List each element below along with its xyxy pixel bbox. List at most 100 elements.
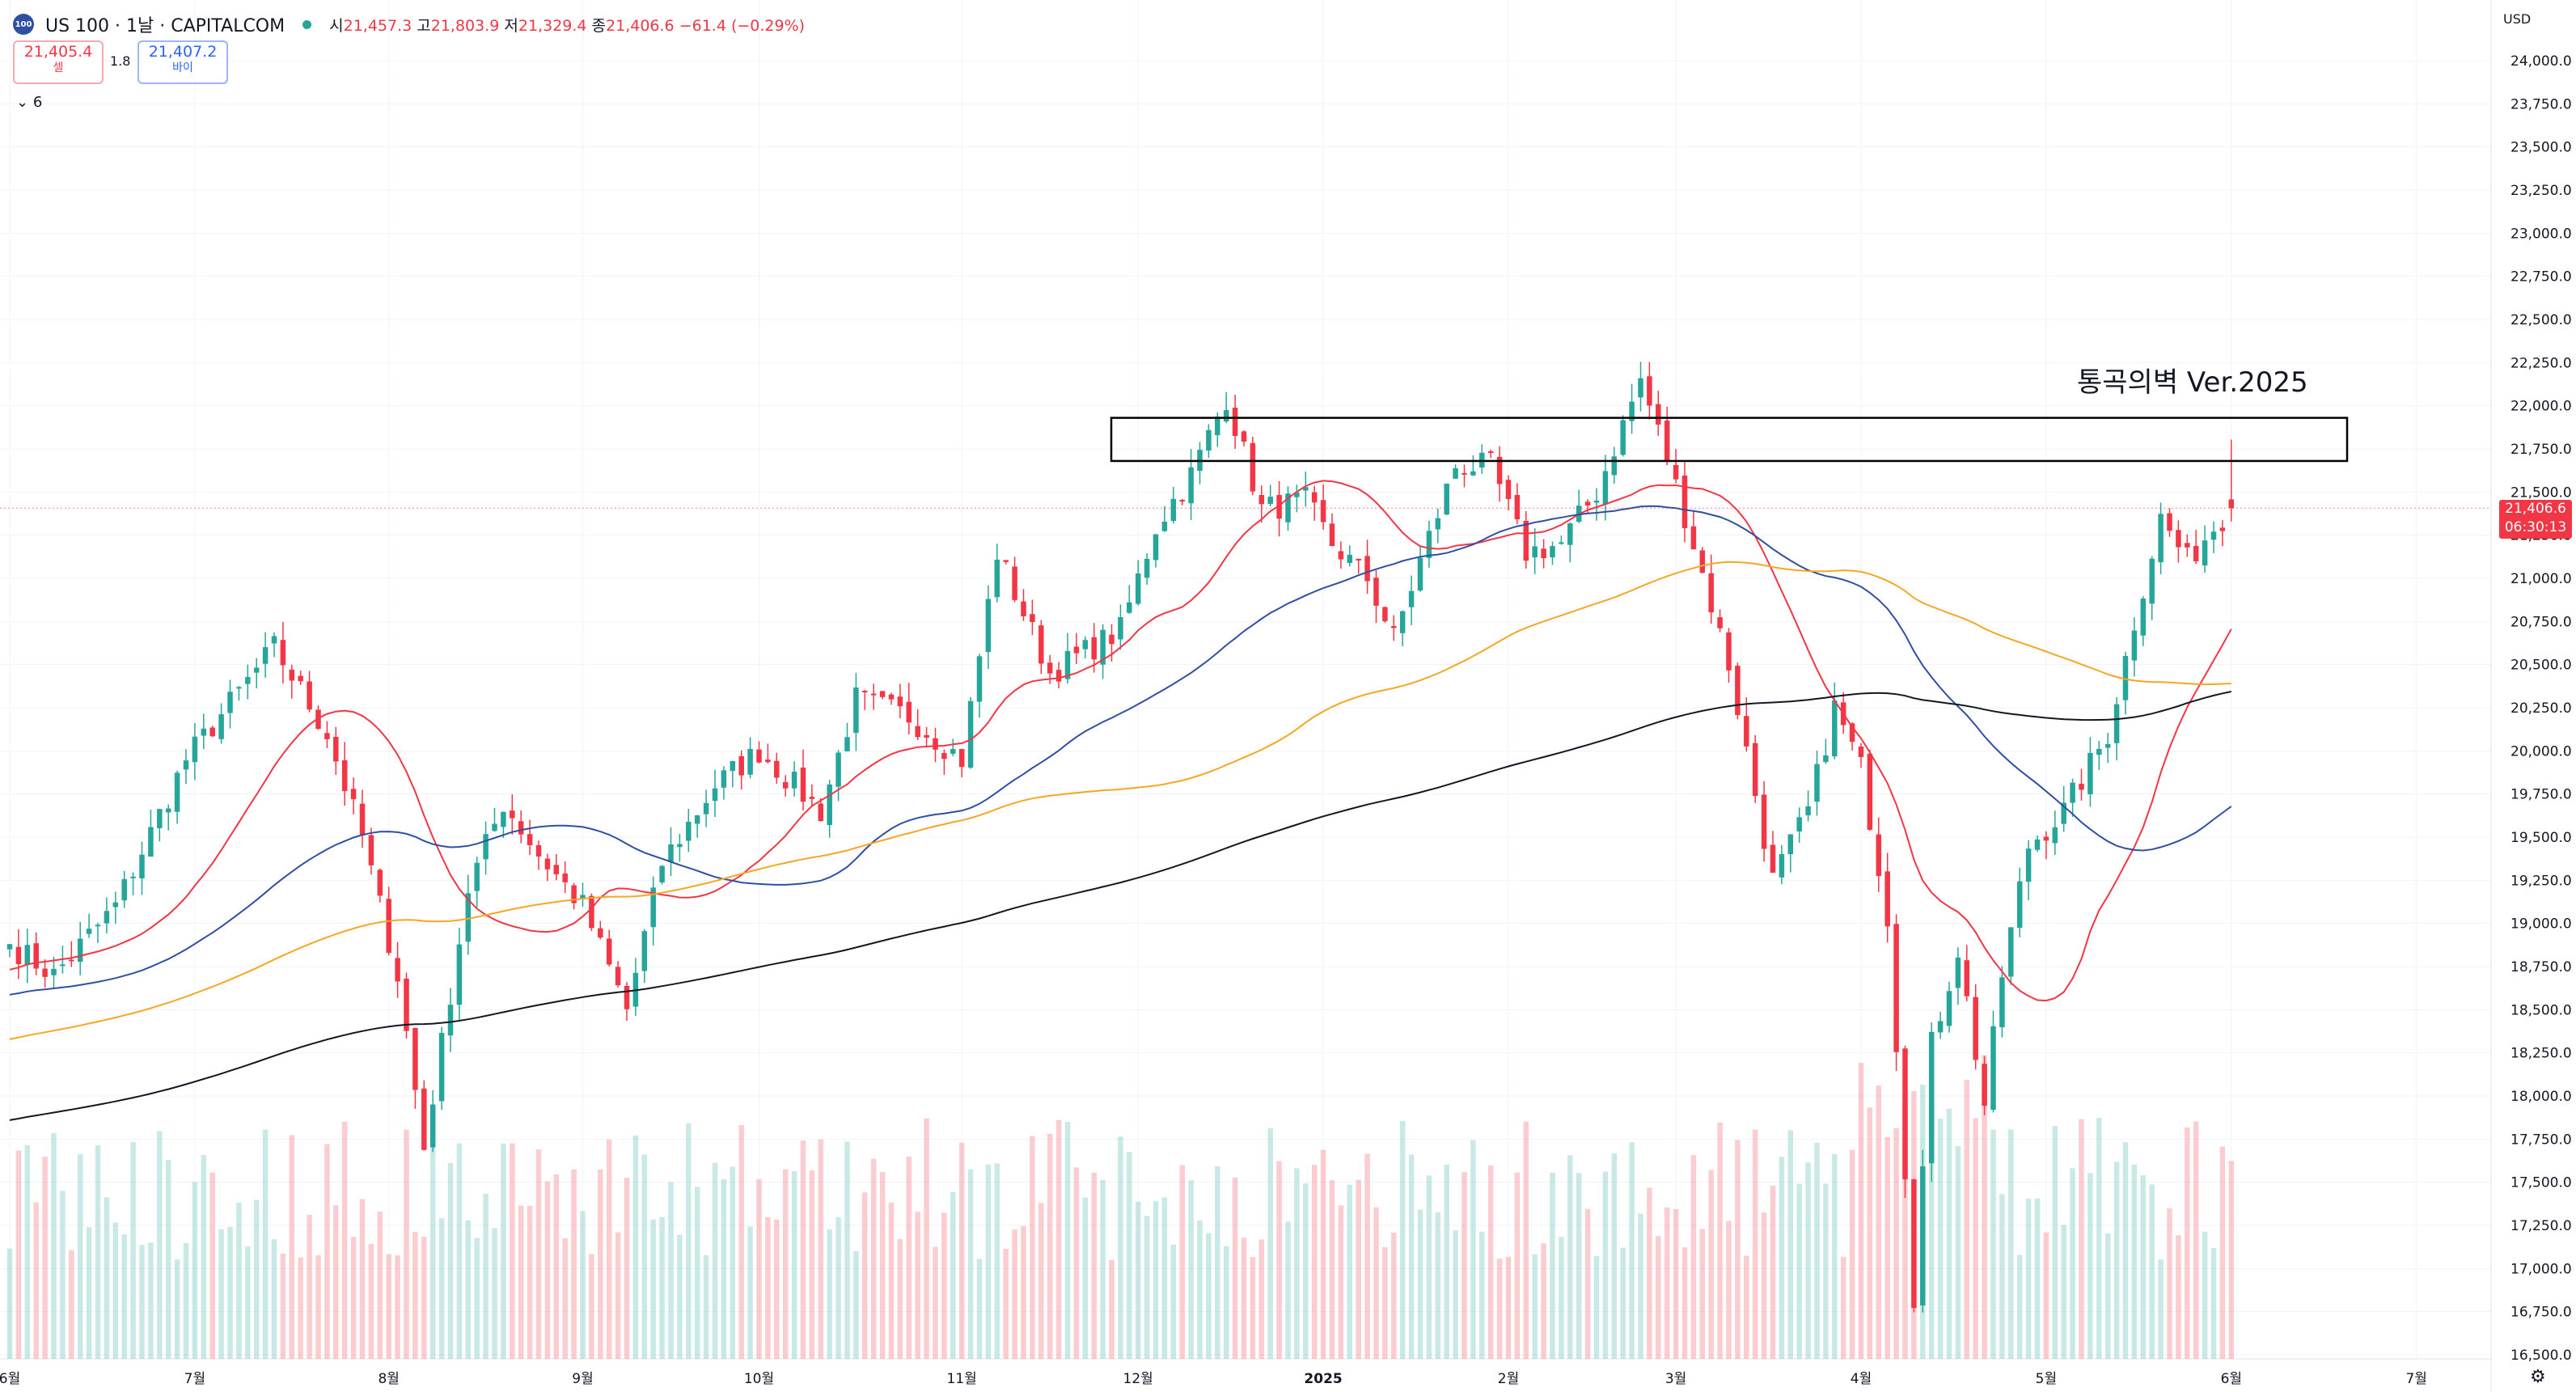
volume-bar bbox=[245, 1246, 251, 1359]
symbol-title[interactable]: US 100 · 1날 · CAPITALCOM bbox=[45, 16, 286, 36]
candle-body bbox=[1170, 498, 1177, 522]
settings-icon[interactable]: ⚙ bbox=[2530, 1367, 2546, 1387]
volume-bar bbox=[994, 1163, 1000, 1359]
sell-button[interactable]: 21,405.4 셀 bbox=[13, 40, 104, 84]
volume-bar bbox=[1091, 1172, 1097, 1359]
y-tick-label: 22,750.0 bbox=[2510, 269, 2572, 286]
candle-body bbox=[976, 656, 983, 702]
candle-body bbox=[1893, 924, 1899, 1052]
volume-bar bbox=[447, 1162, 454, 1359]
candle-body bbox=[1161, 521, 1168, 531]
x-tick-label: 12월 bbox=[1123, 1371, 1153, 1387]
candle-body bbox=[1735, 666, 1741, 716]
candle-body bbox=[677, 844, 683, 848]
volume-bar bbox=[527, 1205, 533, 1359]
candle-body bbox=[2167, 513, 2172, 531]
volume-bar bbox=[465, 1220, 472, 1359]
candle-body bbox=[818, 803, 824, 822]
volume-bar bbox=[157, 1131, 163, 1359]
volume-bar bbox=[1364, 1153, 1370, 1359]
candle-body bbox=[870, 693, 877, 696]
volume-bar bbox=[192, 1182, 198, 1359]
candle-body bbox=[350, 789, 357, 800]
candle-body bbox=[386, 899, 391, 954]
x-tick-label: 4월 bbox=[1851, 1371, 1872, 1387]
candle-body bbox=[24, 945, 31, 965]
candle-body bbox=[1999, 977, 2005, 1028]
volume-bar bbox=[2070, 1168, 2075, 1359]
spread-value: 1.8 bbox=[110, 53, 131, 69]
candle-body bbox=[165, 808, 171, 813]
volume-bar bbox=[1840, 1256, 1846, 1359]
candle-body bbox=[933, 738, 938, 750]
volume-bar bbox=[853, 1250, 859, 1359]
volume-bar bbox=[1779, 1157, 1785, 1359]
volume-bar bbox=[1170, 1244, 1177, 1359]
candle-body bbox=[906, 701, 912, 723]
candle-body bbox=[2096, 748, 2102, 755]
volume-bar bbox=[1647, 1187, 1652, 1359]
candle-body bbox=[1911, 1179, 1917, 1309]
candle-body bbox=[1276, 494, 1282, 519]
candle-body bbox=[2202, 540, 2208, 566]
volume-bar bbox=[1118, 1136, 1123, 1359]
volume-bar bbox=[976, 1259, 983, 1359]
currency-label[interactable]: USD bbox=[2503, 11, 2532, 27]
candle-body bbox=[183, 760, 189, 770]
volume-bar bbox=[1206, 1233, 1212, 1359]
candle-body bbox=[174, 772, 180, 812]
candle-body bbox=[1373, 578, 1379, 606]
y-tick-label: 16,500.0 bbox=[2510, 1348, 2572, 1364]
volume-bar bbox=[280, 1253, 286, 1359]
volume-bar bbox=[967, 1169, 974, 1359]
y-tick-label: 23,000.0 bbox=[2510, 226, 2572, 242]
volume-bar bbox=[827, 1229, 832, 1359]
buy-button[interactable]: 21,407.2 바이 bbox=[137, 40, 228, 84]
candle-body bbox=[624, 985, 630, 1009]
candle-body bbox=[1435, 518, 1441, 530]
candle-body bbox=[1294, 492, 1300, 497]
candle-body bbox=[298, 675, 303, 682]
volume-bar bbox=[730, 1166, 736, 1359]
volume-bar bbox=[1673, 1208, 1679, 1359]
candle-body bbox=[483, 834, 489, 860]
candle-body bbox=[1135, 573, 1141, 604]
volume-bar bbox=[535, 1149, 542, 1359]
volume-bar bbox=[1356, 1179, 1361, 1359]
volume-bar bbox=[1576, 1173, 1582, 1359]
candle-body bbox=[1990, 1026, 1996, 1111]
candle-body bbox=[1681, 475, 1688, 528]
y-axis: 16,500.0 16,750.0 17,000.0 17,250.0 17,500.0… bbox=[2510, 53, 2572, 1364]
volume-bar bbox=[324, 1144, 330, 1359]
volume-bar bbox=[2176, 1235, 2181, 1359]
volume-bar bbox=[368, 1244, 374, 1359]
y-tick-label: 19,750.0 bbox=[2510, 787, 2572, 803]
candle-body bbox=[985, 599, 992, 653]
volume-bar bbox=[2061, 1225, 2066, 1359]
candle-body bbox=[1338, 551, 1344, 560]
volume-bar bbox=[1955, 1146, 1961, 1359]
candle-body bbox=[553, 865, 560, 874]
volume-bar bbox=[139, 1245, 145, 1359]
candle-body bbox=[756, 749, 762, 763]
candle-body bbox=[1215, 417, 1220, 436]
volume-bar bbox=[429, 1136, 436, 1359]
candle-body bbox=[1902, 1048, 1908, 1180]
volume-bar bbox=[341, 1121, 348, 1359]
volume-bar bbox=[958, 1142, 965, 1359]
candle-body bbox=[1647, 376, 1652, 406]
volume-bar bbox=[1541, 1243, 1546, 1359]
candle-body bbox=[465, 893, 472, 942]
volume-bar bbox=[2202, 1231, 2208, 1359]
candle-body bbox=[897, 696, 903, 707]
candle-body bbox=[1250, 442, 1256, 492]
candle-body bbox=[1884, 871, 1890, 927]
candle-body bbox=[130, 876, 136, 878]
indicators-toggle[interactable]: ⌄ 6 bbox=[16, 94, 43, 111]
candle-body bbox=[1629, 401, 1635, 421]
candle-body bbox=[1426, 531, 1432, 558]
candle-body bbox=[1699, 550, 1706, 573]
candle-body bbox=[1073, 646, 1080, 654]
candle-body bbox=[686, 822, 692, 841]
